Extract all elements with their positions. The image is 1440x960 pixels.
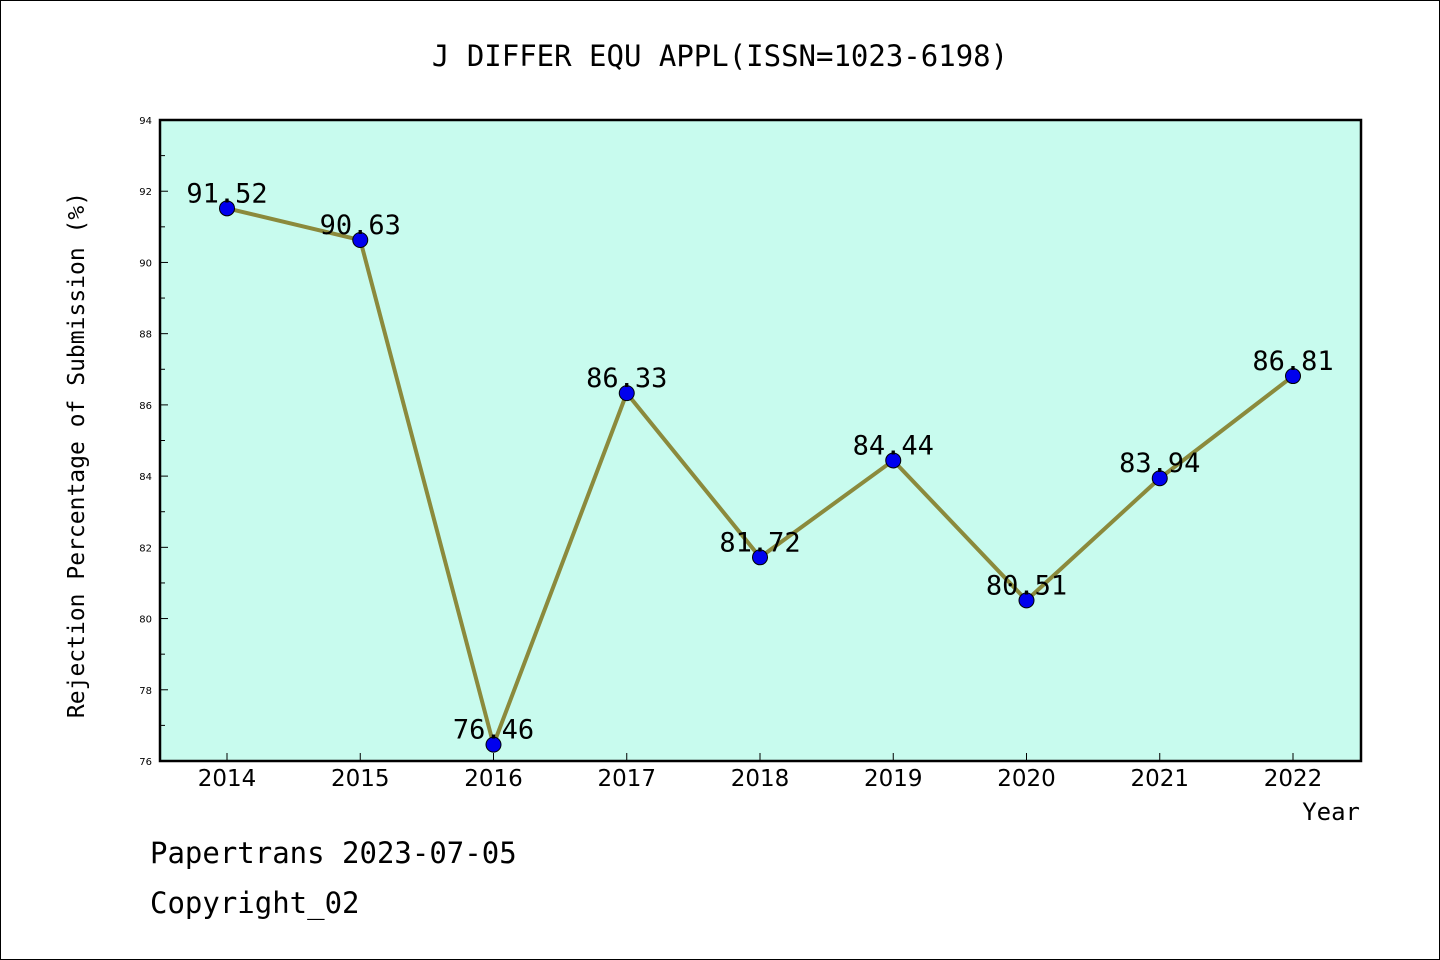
data-point: [618, 385, 635, 402]
data-label: 76.46: [453, 715, 534, 746]
y-axis: 76 78 80 82 84 86 88 90 92 94: [139, 116, 168, 768]
y-tick-label: 80: [139, 615, 152, 626]
data-point: [219, 200, 235, 217]
data-point: [1018, 592, 1035, 609]
x-tick-label: 2019: [864, 766, 923, 792]
x-tick-label: 2018: [731, 766, 790, 792]
data-point: [485, 736, 502, 753]
data-point: [885, 452, 902, 469]
data-point: [1151, 470, 1168, 487]
data-label: 83.94: [1119, 448, 1200, 479]
x-tick-label: 2020: [997, 766, 1056, 792]
data-label: 91.52: [186, 178, 267, 209]
y-tick-label: 82: [139, 543, 152, 554]
x-tick-label: 2016: [464, 766, 523, 792]
x-axis-label: Year: [1302, 798, 1360, 826]
x-tick-label: 2022: [1264, 766, 1323, 792]
data-point: [752, 549, 768, 566]
data-label: 81.72: [719, 527, 800, 558]
y-tick-label: 86: [139, 401, 152, 412]
data-labels: 91.52 90.63 76.46 86.33 81.72 84.44 80.51 83.94…: [186, 178, 1333, 745]
chart-title: J DIFFER EQU APPL(ISSN=1023-6198): [432, 39, 1008, 73]
data-point: [1285, 368, 1301, 385]
y-tick-label: 88: [139, 330, 152, 341]
y-tick-label: 78: [139, 686, 152, 697]
x-tick-label: 2015: [331, 766, 390, 792]
footer-date: Papertrans 2023-07-05: [150, 836, 517, 870]
data-point: [352, 232, 369, 249]
y-tick-label: 76: [139, 757, 152, 768]
data-label: 86.81: [1252, 346, 1333, 377]
x-tick-label: 2021: [1130, 766, 1189, 792]
data-label: 84.44: [853, 430, 934, 461]
x-axis: 2014 2015 2016 2017 2018 2019 2020 2021 2022: [198, 753, 1323, 792]
data-label: 90.63: [320, 210, 401, 241]
plot-area: [158, 118, 1363, 763]
y-tick-label: 94: [139, 116, 152, 127]
x-tick-label: 2014: [198, 766, 257, 792]
y-axis-label: Rejection Percentage of Submission (%): [64, 192, 90, 718]
footer-copyright: Copyright_02: [150, 886, 360, 920]
data-label: 80.51: [986, 570, 1067, 601]
series-markers: [219, 200, 1301, 753]
x-tick-label: 2017: [597, 766, 656, 792]
y-tick-label: 84: [139, 472, 152, 483]
data-label: 86.33: [586, 363, 667, 394]
y-tick-label: 90: [139, 258, 152, 269]
y-tick-label: 92: [139, 187, 152, 198]
